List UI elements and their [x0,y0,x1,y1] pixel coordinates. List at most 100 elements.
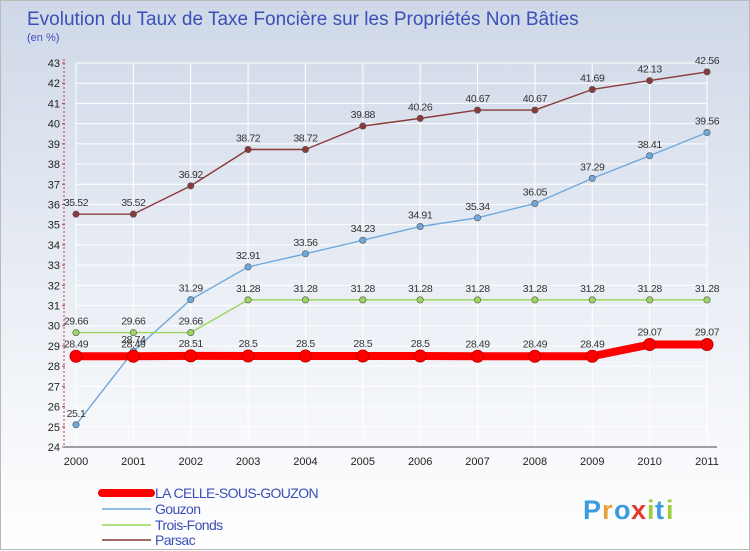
x-tick-label: 2001 [121,456,145,468]
y-tick-label: 34 [48,240,60,252]
series-point-0 [298,349,312,363]
y-tick-label: 39 [48,139,60,151]
series-point-1 [72,421,80,429]
data-label-2: 31.28 [293,283,318,295]
plot-background [76,63,707,447]
series-point-0 [585,349,599,363]
data-label-3: 39.88 [351,109,376,121]
x-tick-label: 2009 [580,456,604,468]
data-label-3: 41.69 [580,72,605,84]
series-point-3 [416,114,424,122]
data-label-2: 29.66 [64,316,89,328]
legend-label-1: Gouzon [155,501,200,517]
chart-subtitle: (en %) [27,32,59,44]
data-label-1: 35.34 [465,201,490,213]
data-label-0: 28.49 [121,338,146,350]
data-label-2: 29.66 [179,316,204,328]
series-point-1 [244,263,252,271]
data-label-3: 38.72 [293,133,318,145]
plot-area: 24 25 26 27 28 29 30 31 32 33 34 35 36 37 38 39 40 41 42 43… [48,55,720,468]
y-tick-label: 26 [48,402,60,414]
data-label-1: 37.29 [580,161,605,173]
data-label-2: 31.28 [637,283,662,295]
x-tick-label: 2004 [293,456,317,468]
x-tick-label: 2002 [178,456,202,468]
series-point-2 [474,296,482,304]
series-point-3 [72,210,80,218]
series-point-1 [474,214,482,222]
data-label-0: 28.5 [239,338,258,350]
series-point-1 [416,223,424,231]
y-tick-label: 37 [48,179,60,191]
y-tick-label: 25 [48,422,60,434]
series-point-2 [359,296,367,304]
data-label-3: 42.56 [695,55,720,67]
series-point-3 [531,106,539,114]
x-tick-label: 2005 [351,456,375,468]
x-tick-label: 2007 [465,456,489,468]
data-label-1: 38.41 [637,139,662,151]
data-label-2: 31.28 [695,283,720,295]
logo-letter: o [614,495,632,525]
series-point-0 [643,338,657,352]
series-point-2 [72,329,80,337]
series-line-2 [75,299,708,334]
series-point-2 [187,329,195,337]
data-label-0: 28.49 [465,338,490,350]
series-point-2 [646,296,654,304]
data-label-2: 31.28 [465,283,490,295]
logo-letter: P [583,495,602,525]
y-tick-label: 35 [48,220,60,232]
data-label-3: 38.72 [236,133,261,145]
data-label-1: 34.91 [408,210,433,222]
x-tick-label: 2003 [236,456,260,468]
series-point-2 [301,296,309,304]
y-tick-label: 29 [48,341,60,353]
series-point-0 [356,349,370,363]
data-label-1: 34.23 [351,223,376,235]
data-label-0: 29.07 [695,327,720,339]
series-point-1 [703,129,711,137]
series-line-1 [75,131,708,426]
data-label-1: 36.05 [523,186,548,198]
x-tick-label: 2011 [695,456,719,468]
series-point-1 [301,250,309,258]
series-point-2 [531,296,539,304]
data-label-3: 40.67 [523,93,548,105]
series-point-0 [413,349,427,363]
data-label-1: 25.1 [67,408,86,420]
series-point-1 [646,152,654,160]
logo-letter: i [666,495,675,525]
series-point-3 [187,182,195,190]
data-label-1: 31.29 [179,283,204,295]
series-point-2 [416,296,424,304]
y-tick-label: 24 [48,442,60,454]
legend-label-0: LA CELLE-SOUS-GOUZON [155,485,318,501]
data-label-1: 33.56 [293,237,318,249]
series-point-3 [588,85,596,93]
data-label-3: 35.52 [64,197,89,209]
series-line-0 [72,340,711,361]
data-label-0: 29.07 [637,327,662,339]
data-label-0: 28.5 [296,338,315,350]
y-tick-label: 43 [48,58,60,70]
data-label-3: 40.26 [408,101,433,113]
data-label-2: 31.28 [408,283,433,295]
y-tick-label: 33 [48,260,60,272]
series-point-3 [474,106,482,114]
series-point-2 [129,329,137,337]
logo-letter: x [631,495,647,525]
series-point-1 [359,236,367,244]
data-label-2: 29.66 [121,316,146,328]
series-point-0 [528,349,542,363]
data-label-0: 28.5 [411,338,430,350]
series-point-2 [244,296,252,304]
data-label-3: 36.92 [179,169,204,181]
y-tick-label: 30 [48,321,60,333]
y-tick-label: 40 [48,119,60,131]
y-tick-label: 42 [48,78,60,90]
data-label-0: 28.49 [580,338,605,350]
